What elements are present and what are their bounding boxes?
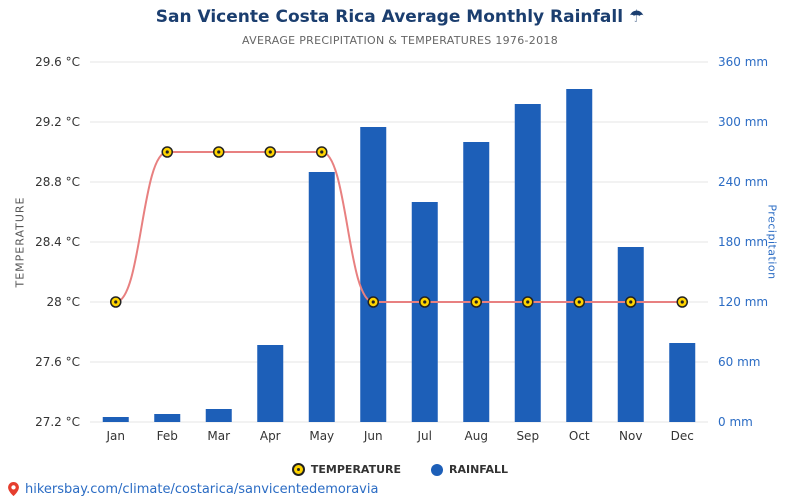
y-axis-right-tick-label: 120 mm: [718, 295, 768, 309]
location-pin-icon: [8, 481, 19, 497]
x-axis-label: Jul: [417, 429, 432, 443]
x-axis-label: Jan: [106, 429, 126, 443]
y-axis-title-temperature: TEMPERATURE: [13, 196, 27, 288]
x-axis-label: Aug: [465, 429, 488, 443]
y-axis-right-tick-label: 360 mm: [718, 55, 768, 69]
y-axis-right-tick-label: 300 mm: [718, 115, 768, 129]
x-axis-label: Nov: [619, 429, 642, 443]
chart-title: San Vicente Costa Rica Average Monthly R…: [155, 7, 645, 27]
x-axis-label: Dec: [671, 429, 694, 443]
y-axis-left-tick-label: 29.6 °C: [35, 55, 80, 69]
rainfall-bar: [514, 104, 541, 422]
chart-legend: TEMPERATURE RAINFALL: [0, 463, 800, 476]
x-axis-label: Oct: [569, 429, 590, 443]
temperature-marker-dot: [320, 150, 324, 154]
temperature-marker-dot: [629, 300, 633, 304]
rainfall-bar: [566, 89, 593, 422]
y-axis-left-tick-label: 28.8 °C: [35, 175, 80, 189]
rainfall-bar: [411, 202, 438, 422]
x-axis-label: Apr: [260, 429, 281, 443]
y-axis-left-tick-label: 29.2 °C: [35, 115, 80, 129]
y-axis-left-tick-label: 28 °C: [47, 295, 80, 309]
rainfall-bar: [257, 345, 284, 422]
rainfall-bar: [669, 343, 696, 422]
y-axis-left-tick-label: 28.4 °C: [35, 235, 80, 249]
footer-link[interactable]: hikersbay.com/climate/costarica/sanvicen…: [25, 481, 379, 497]
rainfall-bar: [617, 247, 644, 422]
rainfall-bar: [102, 417, 129, 422]
temperature-marker-dot: [577, 300, 581, 304]
rainfall-marker-icon: [431, 463, 443, 476]
temperature-marker-dot: [165, 150, 169, 154]
temperature-line: [115, 151, 683, 303]
footer: hikersbay.com/climate/costarica/sanvicen…: [7, 481, 378, 497]
temperature-marker-icon: [291, 463, 305, 476]
rainfall-bar: [205, 409, 232, 422]
y-axis-right-tick-label: 0 mm: [718, 415, 753, 429]
temperature-marker-dot: [217, 150, 221, 154]
x-axis-label: Mar: [207, 429, 230, 443]
chart-subtitle: AVERAGE PRECIPITATION & TEMPERATURES 197…: [242, 34, 558, 47]
legend-label-temperature: TEMPERATURE: [310, 463, 401, 476]
y-axis-right-tick-label: 240 mm: [718, 175, 768, 189]
temperature-marker-dot: [526, 300, 530, 304]
temperature-marker-dot: [680, 300, 684, 304]
temperature-marker-dot: [114, 300, 118, 304]
x-axis-label: May: [309, 429, 334, 443]
temperature-marker-dot: [371, 300, 375, 304]
rainfall-bar: [360, 127, 387, 422]
y-axis-right-tick-label: 60 mm: [718, 355, 760, 369]
temperature-marker-dot: [423, 300, 427, 304]
legend-item-rainfall[interactable]: RAINFALL: [431, 463, 508, 476]
temperature-marker-dot: [268, 150, 272, 154]
legend-label-rainfall: RAINFALL: [449, 463, 509, 476]
y-axis-title-precipitation: Precipitation: [765, 204, 779, 280]
y-axis-left-tick-label: 27.6 °C: [35, 355, 80, 369]
legend-item-temperature[interactable]: TEMPERATURE: [291, 463, 401, 476]
y-axis-right-tick-label: 180 mm: [718, 235, 768, 249]
x-axis-label: Feb: [157, 429, 178, 443]
x-axis-label: Sep: [516, 429, 539, 443]
y-axis-left-tick-label: 27.2 °C: [35, 415, 80, 429]
temperature-marker-dot: [474, 300, 478, 304]
rainfall-bar: [463, 142, 490, 422]
rainfall-bar: [308, 172, 335, 422]
rainfall-bar: [154, 414, 181, 422]
x-axis-label: Jun: [363, 429, 383, 443]
